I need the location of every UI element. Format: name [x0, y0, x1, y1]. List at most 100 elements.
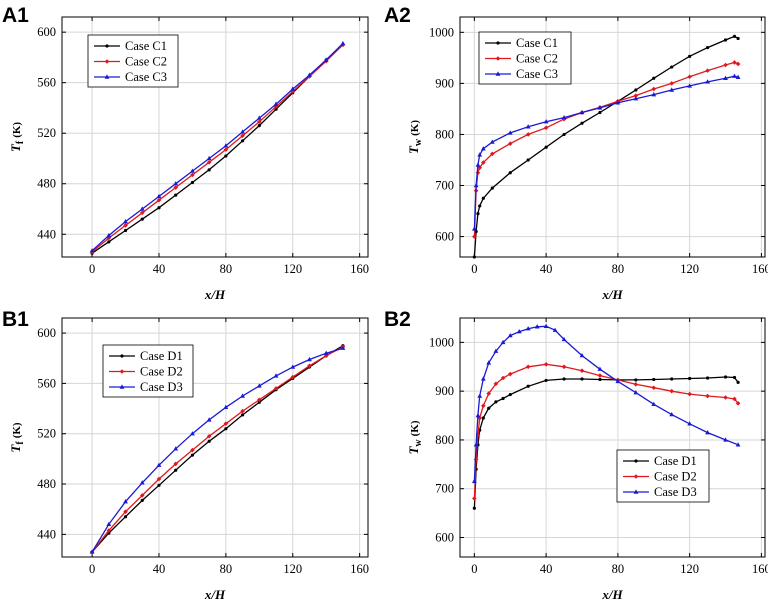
data-point: [240, 133, 245, 139]
data-point: [501, 396, 505, 401]
data-point: [633, 489, 639, 494]
data-point: [471, 226, 477, 231]
x-tick-label: 120: [283, 562, 302, 576]
x-tick-label: 40: [540, 262, 553, 276]
data-point: [478, 204, 482, 208]
data-point: [123, 499, 128, 504]
data-point: [240, 393, 245, 398]
data-point: [119, 384, 125, 389]
data-point: [123, 228, 128, 233]
data-point: [552, 327, 558, 332]
data-point: [476, 211, 480, 216]
data-point: [633, 382, 639, 387]
data-point: [735, 61, 741, 67]
x-tick-label: 120: [680, 262, 699, 276]
series-line: [91, 347, 344, 553]
data-point: [687, 421, 693, 426]
data-point: [173, 446, 179, 451]
data-point: [119, 369, 125, 374]
legend-label: Case C2: [125, 55, 167, 69]
data-point: [526, 384, 530, 388]
data-point: [651, 385, 657, 391]
data-point: [474, 229, 478, 234]
data-point: [544, 145, 548, 149]
panel-letter: A1: [2, 4, 29, 27]
data-point: [525, 326, 531, 331]
data-point: [472, 496, 477, 501]
data-point: [579, 109, 585, 115]
data-point: [507, 130, 513, 135]
data-point: [104, 59, 110, 64]
data-point: [525, 124, 531, 129]
data-point: [486, 391, 492, 396]
data-point: [471, 478, 477, 484]
data-point: [633, 96, 639, 101]
data-point: [634, 459, 638, 463]
data-point: [494, 400, 498, 404]
data-point: [579, 352, 585, 358]
series-case-d3: [471, 323, 741, 484]
data-point: [534, 324, 540, 329]
y-tick-label: 560: [37, 76, 56, 90]
data-point: [240, 129, 245, 134]
data-point: [473, 457, 479, 462]
data-point: [481, 196, 485, 200]
data-point: [273, 386, 279, 391]
data-point: [223, 421, 229, 426]
data-point: [525, 132, 531, 137]
data-point: [732, 375, 737, 380]
x-tick-label: 160: [350, 562, 369, 576]
data-point: [495, 56, 501, 61]
data-point: [561, 364, 567, 370]
data-point: [106, 528, 112, 533]
data-point: [106, 235, 112, 241]
data-point: [543, 125, 549, 131]
y-tick-label: 600: [37, 25, 56, 39]
data-point: [140, 498, 144, 502]
y-tick-label: 480: [37, 177, 56, 191]
panel-letter: B1: [2, 308, 29, 331]
data-point: [493, 348, 499, 353]
data-point: [723, 62, 728, 68]
data-point: [477, 152, 483, 157]
data-point: [496, 41, 500, 45]
series-case-d3: [89, 345, 346, 554]
x-axis: 0 40 80 120 160: [89, 17, 369, 276]
data-point: [223, 143, 229, 148]
y-axis: 600 700 800 900 1000: [429, 335, 765, 544]
data-point: [223, 147, 229, 152]
y-axis-label: Tw(K): [406, 120, 424, 154]
x-tick-label: 0: [89, 562, 95, 576]
data-point: [735, 442, 741, 447]
data-point: [89, 248, 95, 253]
data-point: [240, 408, 245, 414]
y-tick-label: 1000: [429, 25, 454, 39]
legend-label: Case D3: [654, 485, 697, 499]
panel-letter: B2: [384, 308, 411, 331]
data-point: [723, 375, 728, 379]
y-tick-label: 520: [37, 126, 56, 140]
data-point: [105, 44, 109, 48]
data-point: [207, 439, 211, 443]
series-line: [473, 75, 739, 229]
y-tick-label: 900: [435, 76, 454, 90]
y-axis: 440 480 520 560 600: [37, 326, 368, 541]
x-tick-label: 80: [612, 262, 625, 276]
data-point: [669, 411, 675, 417]
data-point: [89, 549, 95, 554]
data-point: [473, 442, 479, 447]
data-point: [475, 162, 481, 167]
data-point: [123, 515, 128, 519]
data-point: [274, 107, 278, 111]
data-point: [240, 413, 245, 417]
series-case-c3: [471, 73, 741, 231]
data-point: [723, 395, 728, 400]
x-axis-label: x/H: [204, 287, 226, 302]
series-line: [91, 346, 344, 553]
data-point: [732, 34, 737, 39]
data-point: [507, 332, 513, 338]
y-axis-label: Tf(K): [8, 122, 26, 153]
data-point: [156, 476, 162, 482]
